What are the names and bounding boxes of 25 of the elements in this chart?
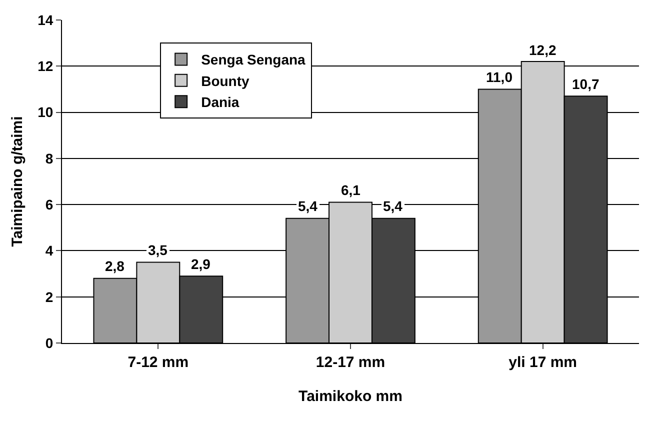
x-tick-label: yli 17 mm bbox=[508, 354, 578, 371]
y-tick-label: 12 bbox=[38, 58, 54, 74]
y-tick-label: 2 bbox=[45, 288, 54, 305]
x-axis-title: Taimikoko mm bbox=[298, 388, 402, 405]
y-tick-label: 4 bbox=[45, 242, 54, 259]
data-label: 5,4 bbox=[298, 198, 318, 214]
y-tick-label: 0 bbox=[45, 334, 54, 351]
y-tick-label: 8 bbox=[45, 150, 54, 166]
y-tick-label: 10 bbox=[38, 104, 54, 120]
y-tick-label: 14 bbox=[38, 12, 54, 28]
y-axis-title: Taimipaino g/taimi bbox=[9, 116, 26, 247]
data-label: 5,4 bbox=[383, 198, 403, 214]
x-tick-label: 12-17 mm bbox=[316, 354, 386, 371]
data-label: 2,9 bbox=[191, 256, 211, 272]
data-label: 6,1 bbox=[341, 182, 361, 198]
data-label: 10,7 bbox=[572, 76, 600, 92]
legend-label: Dania bbox=[201, 94, 240, 110]
x-tick-label: 7-12 mm bbox=[128, 354, 189, 371]
data-label: 3,5 bbox=[148, 242, 168, 258]
y-tick-label: 6 bbox=[45, 196, 54, 212]
legend-label: Senga Sengana bbox=[201, 52, 306, 68]
data-label: 2,8 bbox=[105, 258, 125, 274]
legend-label: Bounty bbox=[201, 72, 250, 89]
data-label: 12,2 bbox=[529, 42, 556, 58]
data-label: 11,0 bbox=[486, 69, 513, 85]
